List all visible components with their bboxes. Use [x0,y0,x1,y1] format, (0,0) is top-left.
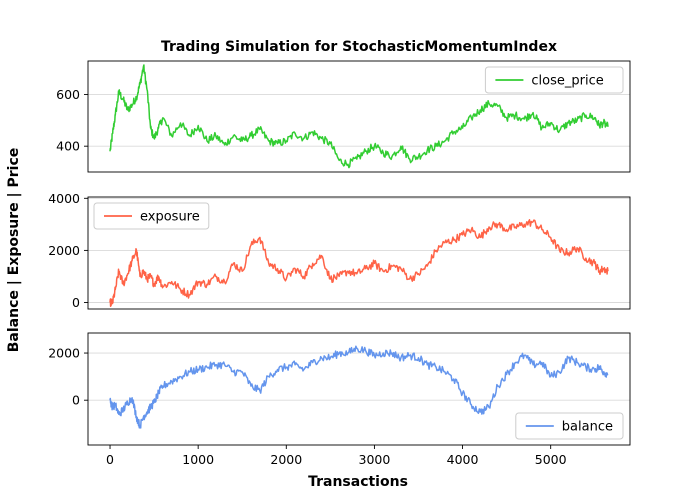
x-tick-label: 2000 [270,452,302,467]
exposure-legend: exposure [93,202,210,230]
close_price-legend-label: close_price [531,74,603,89]
legend-box [93,202,210,230]
exposure-y-tick-label: 0 [72,295,80,310]
x-axis-ticks: 0 1000 2000 3000 4000 5000 [106,445,567,467]
exposure-y-tick-label: 2000 [48,243,80,258]
exposure-axes-frame [87,196,631,310]
balance-series-line [109,345,609,429]
price-axes-frame [87,60,631,173]
balance-y-tick-label: 0 [72,393,80,408]
exposure-series-line [109,219,609,308]
chart-title: Trading Simulation for StochasticMomentu… [161,39,557,55]
balance-panel: 0 2000 balance [48,332,631,446]
price-y-tick-label: 400 [56,139,80,154]
x-tick-label: 3000 [359,452,391,467]
legend-box [484,66,624,94]
x-tick-label: 1000 [182,452,214,467]
exposure-panel: 0 2000 4000 exposure [48,191,631,310]
legend-box [515,412,624,440]
balance-axes-frame [87,332,631,446]
exposure-legend-label: exposure [140,210,200,225]
close_price-legend: close_price [484,66,624,94]
panels-layer: 400 600 close_price 0 2000 4000 exposure 0 2000 b… [48,60,631,467]
x-tick-label: 5000 [535,452,567,467]
close_price-series-line [109,64,609,169]
x-tick-label: 0 [106,452,114,467]
x-tick-label: 4000 [447,452,479,467]
exposure-y-tick-label: 4000 [48,191,80,206]
balance-y-tick-label: 2000 [48,346,80,361]
price-panel: 400 600 close_price [56,60,631,173]
price-y-tick-label: 600 [56,87,80,102]
y-axis-label: Balance | Exposure | Price [6,148,22,353]
balance-legend: balance [515,412,624,440]
x-axis-label: Transactions [308,474,408,490]
balance-legend-label: balance [562,420,613,435]
